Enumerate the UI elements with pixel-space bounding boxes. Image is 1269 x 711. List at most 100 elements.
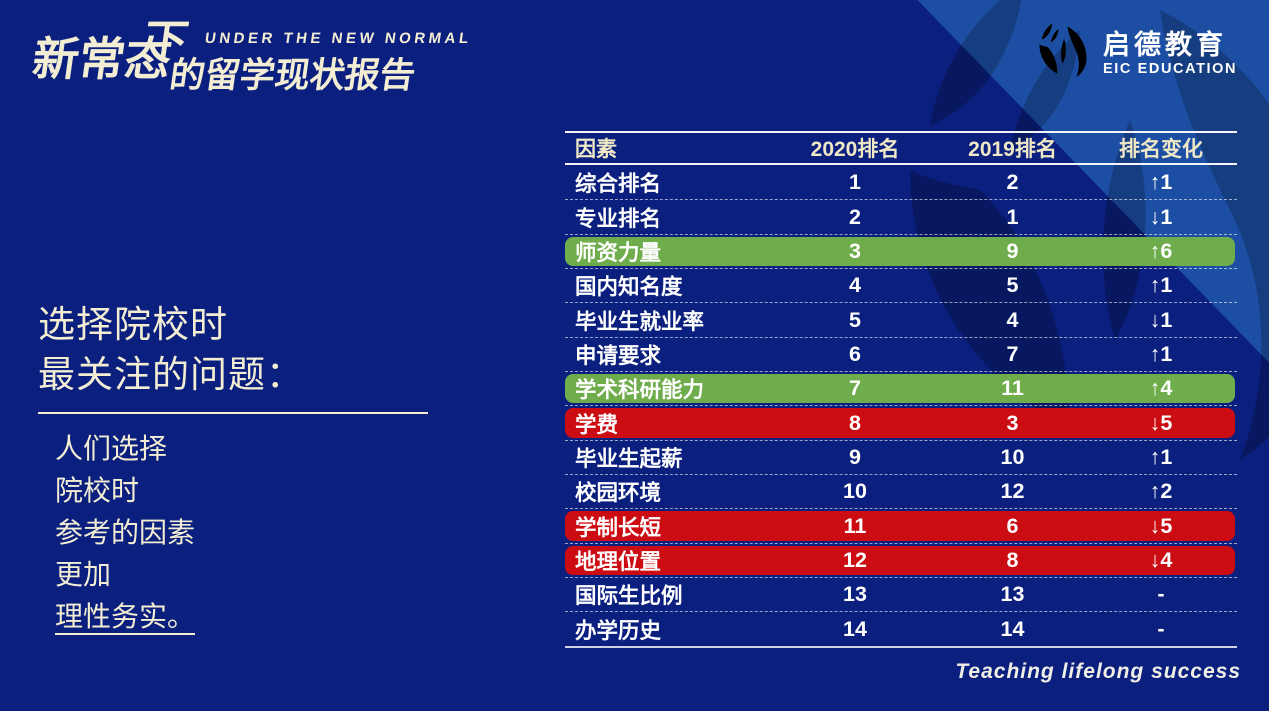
table-row: 综合排名 1 2 ↑1 (565, 165, 1237, 199)
table-row: 学制长短 11 6 ↓5 (565, 508, 1237, 542)
rank-change-cell: ↓5 (1149, 513, 1173, 538)
rank-2019-cell: 2 (1006, 169, 1019, 194)
rank-2019-cell: 3 (1006, 410, 1019, 435)
col-header-factor: 因素 (575, 138, 617, 161)
table-row: 师资力量 3 9 ↑6 (565, 233, 1237, 268)
factor-cell: 毕业生就业率 (575, 309, 705, 334)
factor-cell: 学制长短 (575, 515, 662, 540)
table-row: 国际生比例 13 13 - (565, 577, 1237, 611)
panel-body: 人们选择 院校时 参考的因素 更加 理性务实。 (38, 428, 458, 638)
factor-cell: 师资力量 (575, 240, 662, 265)
table-row: 国内知名度 4 5 ↑1 (565, 268, 1237, 302)
rank-2019-cell: 12 (1000, 479, 1025, 504)
rank-2019-cell: 10 (1000, 444, 1025, 469)
ranking-table: 因素 2020排名 2019排名 排名变化 综合排名 1 2 ↑1 专业排名 2 1 ↓1 师资… (565, 131, 1237, 648)
report-title-lockup: UNDER THE NEW NORMAL 新常态 下 的留学现状报告 (0, 0, 480, 120)
rank-2019-cell: 11 (1001, 376, 1024, 401)
table-row: 学费 8 3 ↓5 (565, 405, 1237, 439)
brand-text: 启德教育 EIC EDUCATION (1103, 29, 1237, 77)
factor-cell: 学术科研能力 (575, 378, 705, 403)
rank-change-cell: ↓1 (1149, 204, 1173, 229)
rank-change-cell: ↑2 (1149, 479, 1173, 504)
table-row: 办学历史 14 14 - (565, 611, 1237, 645)
rank-change-cell: ↑1 (1149, 169, 1173, 194)
rank-2019-cell: 9 (1006, 238, 1019, 263)
rank-change-cell: ↑1 (1149, 341, 1173, 366)
col-header-2020: 2020排名 (810, 138, 900, 161)
green-highlight-bar (565, 236, 1235, 267)
rank-2020-cell: 4 (849, 273, 861, 298)
table-row: 申请要求 6 7 ↑1 (565, 336, 1237, 371)
rank-2020-cell: 6 (849, 341, 861, 366)
col-header-2019: 2019排名 (968, 138, 1057, 161)
rank-2020-cell: 1 (849, 169, 861, 194)
rank-2019-cell: 13 (1000, 582, 1025, 607)
brand-name-en: EIC EDUCATION (1103, 61, 1238, 78)
rank-2020-cell: 5 (849, 307, 861, 332)
rank-2020-cell: 3 (849, 238, 861, 263)
rank-2019-cell: 6 (1006, 513, 1019, 538)
factor-cell: 综合排名 (575, 171, 662, 196)
rank-2019-cell: 14 (1000, 616, 1025, 641)
rank-2020-cell: 7 (849, 376, 861, 401)
table-row: 毕业生就业率 5 4 ↓1 (565, 302, 1237, 336)
footer-slogan: Teaching lifelong success (955, 660, 1241, 683)
rank-2020-cell: 14 (843, 616, 867, 641)
table-row: 毕业生起薪 9 10 ↑1 (565, 439, 1237, 474)
brand-name-zh: 启德教育 (1103, 29, 1227, 60)
body-line: 院校时 (55, 475, 140, 506)
eic-logo-icon (1035, 22, 1091, 84)
factor-cell: 办学历史 (575, 618, 662, 643)
table-row: 地理位置 12 8 ↓4 (565, 542, 1237, 577)
rank-2019-cell: 8 (1006, 547, 1019, 572)
body-line: 更加 (55, 559, 112, 590)
rank-change-cell: ↓4 (1149, 547, 1173, 572)
body-line: 人们选择 (55, 433, 168, 464)
rank-change-cell: ↓5 (1149, 410, 1173, 435)
heading-line-2: 最关注的问题： (38, 354, 304, 395)
rank-2019-cell: 7 (1006, 341, 1019, 366)
tagline-en: UNDER THE NEW NORMAL (203, 30, 473, 47)
body-line: 参考的因素 (55, 517, 196, 548)
rank-2019-cell: 5 (1006, 273, 1019, 298)
factor-cell: 学费 (575, 412, 619, 437)
rank-2020-cell: 13 (843, 582, 867, 607)
table-body: 综合排名 1 2 ↑1 专业排名 2 1 ↓1 师资力量 3 9 ↑6 国内知名度 4 5 ↑1 毕业生就业率 5… (565, 165, 1237, 648)
factor-cell: 申请要求 (575, 343, 662, 368)
factor-cell: 专业排名 (575, 206, 662, 231)
title-zh-rest: 的留学现状报告 (167, 56, 418, 95)
rank-change-cell: ↑1 (1149, 444, 1173, 469)
rank-2020-cell: 9 (849, 444, 861, 469)
rank-2019-cell: 1 (1006, 204, 1019, 229)
rank-change-cell: ↑1 (1149, 273, 1173, 298)
rank-change-cell: - (1157, 616, 1165, 641)
left-panel: 选择院校时 最关注的问题： 人们选择 院校时 参考的因素 更加 理性务实。 (38, 300, 458, 638)
rank-change-cell: ↑4 (1149, 376, 1173, 401)
red-highlight-bar (565, 545, 1235, 576)
factor-cell: 国际生比例 (575, 584, 683, 609)
factor-cell: 毕业生起薪 (575, 446, 683, 471)
panel-heading: 选择院校时 最关注的问题： (38, 300, 458, 400)
col-header-change: 排名变化 (1119, 138, 1203, 161)
rank-change-cell: ↑6 (1149, 238, 1173, 263)
rank-change-cell: - (1157, 582, 1165, 607)
rank-2020-cell: 8 (849, 410, 861, 435)
factor-cell: 校园环境 (575, 481, 662, 506)
red-highlight-bar (565, 408, 1235, 438)
rank-2020-cell: 12 (843, 547, 867, 572)
brand-block: 启德教育 EIC EDUCATION (1035, 22, 1237, 84)
table-row: 学术科研能力 7 11 ↑4 (565, 371, 1237, 405)
table-row: 校园环境 10 12 ↑2 (565, 474, 1237, 508)
rank-change-cell: ↓1 (1149, 307, 1173, 332)
factor-cell: 地理位置 (575, 549, 662, 574)
rank-2019-cell: 4 (1006, 307, 1019, 332)
heading-line-1: 选择院校时 (38, 304, 228, 345)
table-row: 专业排名 2 1 ↓1 (565, 199, 1237, 233)
rank-2020-cell: 11 (843, 513, 867, 538)
factor-cell: 国内知名度 (575, 275, 683, 300)
red-highlight-bar (565, 511, 1235, 541)
table-header-row: 因素 2020排名 2019排名 排名变化 (565, 131, 1237, 165)
body-line-underlined: 理性务实。 (55, 596, 458, 638)
heading-underline (38, 412, 428, 414)
